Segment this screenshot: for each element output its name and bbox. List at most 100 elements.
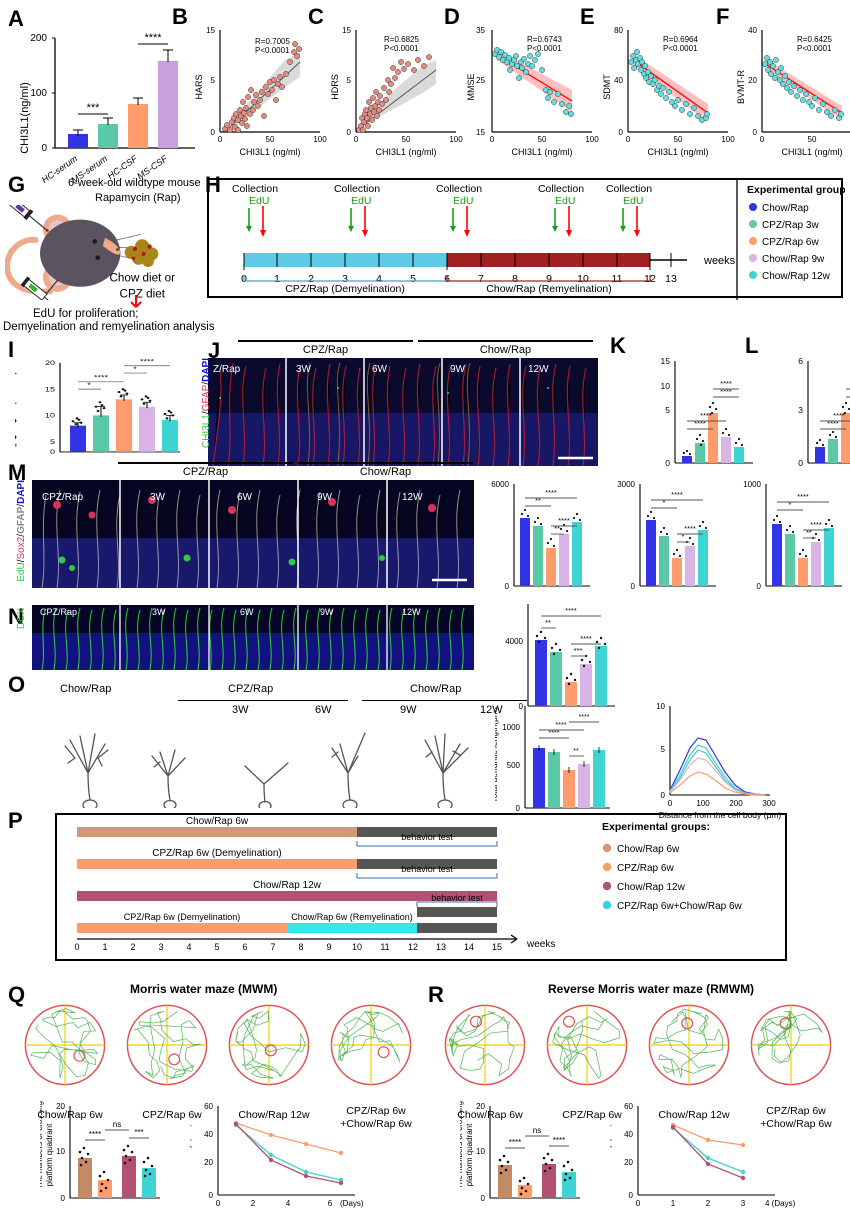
svg-text:behavior test: behavior test <box>431 893 483 903</box>
svg-text:5: 5 <box>50 438 56 446</box>
svg-text:1: 1 <box>274 273 280 285</box>
svg-text:4000: 4000 <box>505 637 523 646</box>
svg-text:0: 0 <box>490 135 495 144</box>
svg-text:*: * <box>682 532 685 541</box>
svg-text:***: *** <box>134 1128 143 1137</box>
svg-text:Chow/Rap 6w: Chow/Rap 6w <box>617 844 680 855</box>
svg-text:Total dendritic length(μm): Total dendritic length(μm) <box>495 707 499 803</box>
svg-text:*: * <box>87 381 90 389</box>
svg-text:Chow/Rap 12w: Chow/Rap 12w <box>617 882 686 893</box>
svg-text:****: **** <box>144 32 162 44</box>
svg-text:0: 0 <box>61 1194 66 1203</box>
svg-text:P<0.0001: P<0.0001 <box>663 44 698 53</box>
svg-text:3: 3 <box>741 1199 746 1208</box>
svg-text:0: 0 <box>665 458 670 468</box>
svg-text:100: 100 <box>696 799 710 808</box>
svg-text:platform quadrant: platform quadrant <box>45 1123 54 1186</box>
svg-text:platform quadrant: platform quadrant <box>465 1123 474 1186</box>
svg-text:35: 35 <box>476 26 485 35</box>
svg-text:****: **** <box>140 358 154 366</box>
svg-text:CHI3L1 (ng/ml): CHI3L1 (ng/ml) <box>647 147 708 157</box>
svg-text:Latency (sec): Latency (sec) <box>190 1124 192 1172</box>
svg-text:9: 9 <box>326 942 331 952</box>
svg-text:****: **** <box>694 419 706 428</box>
svg-text:0: 0 <box>757 582 762 591</box>
svg-text:12W: 12W <box>402 492 423 503</box>
svg-text:2: 2 <box>706 1199 711 1208</box>
svg-text:1000: 1000 <box>743 480 761 489</box>
svg-text:Chow/Rap 6w (Remyelination): Chow/Rap 6w (Remyelination) <box>291 912 413 922</box>
svg-text:****: **** <box>580 634 592 643</box>
svg-text:CPZ/Rap: CPZ/Rap <box>40 607 77 617</box>
svg-text:***: *** <box>87 102 101 114</box>
svg-text:EdU: EdU <box>249 195 269 207</box>
svg-text:****: **** <box>797 492 809 501</box>
svg-text:7: 7 <box>270 942 275 952</box>
svg-text:****: **** <box>558 516 570 525</box>
svg-text:40: 40 <box>748 26 757 35</box>
svg-text:80: 80 <box>614 26 623 35</box>
svg-text:ns: ns <box>113 1120 121 1129</box>
svg-text:5: 5 <box>347 76 352 85</box>
svg-text:300: 300 <box>762 799 776 808</box>
svg-text:HARS: HARS <box>194 74 204 99</box>
svg-text:25: 25 <box>476 76 485 85</box>
svg-text:6W: 6W <box>237 492 253 503</box>
svg-text:10: 10 <box>56 1147 65 1156</box>
svg-text:****: **** <box>509 1138 521 1147</box>
svg-text:15: 15 <box>661 356 671 366</box>
svg-text:**: ** <box>806 528 812 537</box>
svg-text:60: 60 <box>624 1102 633 1111</box>
svg-text:Z/Rap: Z/Rap <box>213 364 241 375</box>
svg-text:12W: 12W <box>402 607 421 617</box>
svg-text:0: 0 <box>354 135 359 144</box>
svg-text:4: 4 <box>186 942 191 952</box>
svg-text:3: 3 <box>158 942 163 952</box>
svg-text:***: *** <box>574 646 583 655</box>
svg-text:20: 20 <box>45 359 56 367</box>
svg-text:****: **** <box>556 722 567 729</box>
svg-text:0: 0 <box>619 128 624 137</box>
svg-text:****: **** <box>833 411 845 420</box>
svg-text:MMSE: MMSE <box>466 74 476 101</box>
svg-text:****: **** <box>671 490 683 499</box>
svg-text:20: 20 <box>624 1158 633 1167</box>
svg-text:8: 8 <box>298 942 303 952</box>
svg-text:Collection: Collection <box>538 183 584 195</box>
svg-text:0: 0 <box>74 942 79 952</box>
svg-text:50: 50 <box>674 135 683 144</box>
svg-text:Experimental groups:: Experimental groups: <box>602 821 710 833</box>
svg-text:weeks: weeks <box>526 939 555 950</box>
svg-text:Chow/Rap (Remyelination): Chow/Rap (Remyelination) <box>486 283 611 295</box>
svg-text:0: 0 <box>661 791 666 800</box>
svg-text:0: 0 <box>798 458 803 468</box>
svg-text:EdU: EdU <box>555 195 575 207</box>
svg-text:0: 0 <box>753 128 758 137</box>
svg-text:4 (Days): 4 (Days) <box>765 1199 796 1208</box>
svg-text:CPZ/Rap 6w (Demyelination): CPZ/Rap 6w (Demyelination) <box>124 912 241 922</box>
svg-text:*: * <box>133 365 136 373</box>
svg-text:0: 0 <box>209 1191 214 1200</box>
svg-text:Chow/Rap 6w: Chow/Rap 6w <box>186 816 249 827</box>
svg-text:100: 100 <box>30 88 47 99</box>
svg-text:10: 10 <box>661 381 671 391</box>
svg-text:BVMT-R: BVMT-R <box>736 70 746 105</box>
svg-text:Collection: Collection <box>232 183 278 195</box>
svg-text:ns: ns <box>533 1126 541 1135</box>
svg-text:Chow diet or: Chow diet or <box>109 272 175 285</box>
svg-text:2: 2 <box>251 1199 256 1208</box>
svg-text:(Days): (Days) <box>340 1199 364 1208</box>
svg-text:10: 10 <box>45 412 56 420</box>
svg-text:P<0.0001: P<0.0001 <box>255 46 290 55</box>
svg-text:CPZ/Rap 6w: CPZ/Rap 6w <box>617 863 674 874</box>
svg-text:3W: 3W <box>152 607 166 617</box>
svg-text:****: **** <box>89 1130 101 1139</box>
svg-text:13: 13 <box>436 942 446 952</box>
svg-text:R=0.6425: R=0.6425 <box>797 35 832 44</box>
svg-text:40: 40 <box>624 1130 633 1139</box>
svg-text:60: 60 <box>204 1102 213 1111</box>
svg-text:0: 0 <box>626 135 631 144</box>
svg-text:0: 0 <box>668 799 673 808</box>
svg-text:CPZ/Rap 6w: CPZ/Rap 6w <box>762 237 819 248</box>
svg-text:5: 5 <box>211 76 216 85</box>
